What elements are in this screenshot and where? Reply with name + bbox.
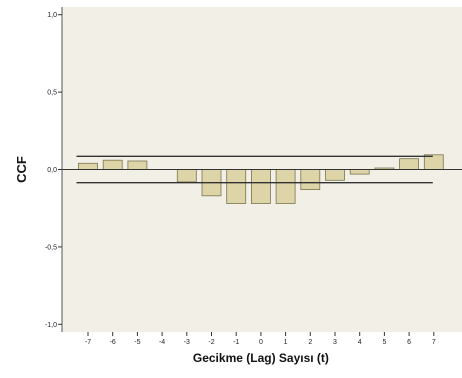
x-tick-label: 2 [308, 339, 312, 346]
x-tick-label: -2 [208, 339, 214, 346]
ccf-bar [177, 170, 196, 182]
ccf-bar [251, 170, 270, 204]
x-tick-label: 3 [333, 339, 337, 346]
ccf-bar [276, 170, 295, 204]
x-tick-label: -1 [233, 339, 239, 346]
y-tick-label: -1,0 [45, 322, 57, 329]
x-tick-label: 5 [382, 339, 386, 346]
x-tick-label: -6 [110, 339, 116, 346]
y-axis-ticks: 1,0 0,5 0,0 -0,5 -1,0 [45, 12, 62, 329]
x-tick-label: -5 [134, 339, 140, 346]
y-tick-label: 0,5 [47, 90, 57, 97]
ccf-bar [79, 163, 98, 169]
x-axis-title: Gecikme (Lag) Sayısı (t) [193, 351, 329, 365]
x-tick-label: -3 [184, 339, 190, 346]
ccf-bar [326, 170, 345, 181]
ccf-bar [301, 170, 320, 190]
x-tick-label: 4 [358, 339, 362, 346]
x-tick-label: -7 [85, 339, 91, 346]
ccf-bar [424, 155, 443, 170]
x-axis-ticks: -7 -6 -5 -4 -3 -2 -1 0 1 2 3 4 5 6 7 [85, 332, 436, 346]
ccf-bar [128, 161, 147, 170]
x-tick-label: 0 [259, 339, 263, 346]
y-tick-label: 0,0 [47, 167, 57, 174]
x-tick-label: 6 [407, 339, 411, 346]
ccf-bar [103, 160, 122, 169]
x-tick-label: 1 [284, 339, 288, 346]
ccf-bar [350, 170, 369, 175]
y-axis-title: CCF [14, 156, 29, 183]
y-tick-label: -0,5 [45, 244, 57, 251]
x-tick-label: -4 [159, 339, 165, 346]
y-tick-label: 1,0 [47, 12, 57, 19]
ccf-bar [400, 159, 419, 170]
x-tick-label: 7 [432, 339, 436, 346]
ccf-bar [227, 170, 246, 204]
